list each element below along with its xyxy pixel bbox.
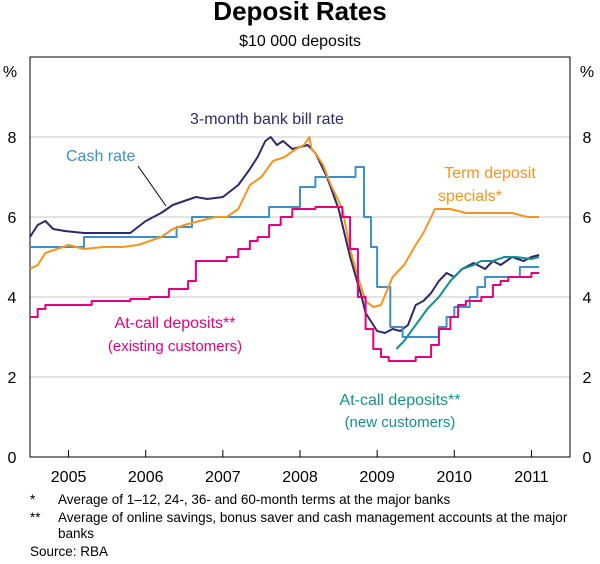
x-tick-label-2010: 2010 bbox=[436, 469, 472, 486]
footnote-1-text: Average of 1–12, 24-, 36- and 60-month t… bbox=[58, 492, 451, 507]
chart-subtitle: $10 000 deposits bbox=[239, 33, 361, 50]
y-tick-labels-left: 0 2 4 6 8 bbox=[8, 130, 17, 467]
footnote-2-mark: ** bbox=[30, 510, 41, 525]
label-at-call-existing-line2: (existing customers) bbox=[108, 338, 242, 355]
x-tick-label-2007: 2007 bbox=[205, 469, 241, 486]
y-tick-label-left-4: 4 bbox=[8, 290, 17, 307]
x-tick-label-2008: 2008 bbox=[282, 469, 318, 486]
x-tick-labels: 2005 2006 2007 2008 2009 2010 2011 bbox=[51, 469, 549, 486]
y-tick-label-right-2: 2 bbox=[583, 370, 592, 387]
y-tick-label-left-0: 0 bbox=[8, 450, 17, 467]
x-tick-label-2005: 2005 bbox=[51, 469, 87, 486]
y-tick-label-left-8: 8 bbox=[8, 130, 17, 147]
series-line-2 bbox=[29, 136, 540, 308]
footnote-1-mark: * bbox=[30, 492, 36, 507]
label-cash-rate: Cash rate bbox=[66, 148, 135, 165]
label-at-call-new-line2: (new customers) bbox=[345, 414, 456, 431]
axis-ticks bbox=[68, 450, 532, 457]
footnote-2-text: Average of online savings, bonus saver a… bbox=[58, 510, 568, 541]
label-at-call-existing-line1: At-call deposits** bbox=[115, 315, 236, 332]
y-tick-label-right-0: 0 bbox=[583, 450, 592, 467]
y-axis-unit-right: % bbox=[580, 64, 594, 81]
gridlines bbox=[30, 136, 570, 378]
y-tick-label-right-8: 8 bbox=[583, 130, 592, 147]
cash-rate-leader-line bbox=[137, 165, 167, 207]
y-tick-label-right-6: 6 bbox=[583, 210, 592, 227]
y-tick-labels-right: 0 2 4 6 8 bbox=[583, 130, 592, 467]
label-term-deposit-line1: Term deposit bbox=[444, 165, 536, 182]
series-line-4 bbox=[395, 256, 540, 350]
label-at-call-new-line1: At-call deposits** bbox=[340, 392, 461, 409]
series-lines bbox=[29, 136, 540, 362]
x-tick-label-2006: 2006 bbox=[128, 469, 164, 486]
y-tick-label-right-4: 4 bbox=[583, 290, 592, 307]
label-bank-bill-rate: 3-month bank bill rate bbox=[190, 111, 344, 128]
source-note: Source: RBA bbox=[30, 544, 109, 559]
deposit-rates-chart: Deposit Rates $10 000 deposits % % 0 2 4 6 8… bbox=[3, 0, 594, 486]
label-term-deposit-line2: specials* bbox=[438, 188, 502, 205]
x-tick-label-2009: 2009 bbox=[359, 469, 395, 486]
series-line-3 bbox=[30, 206, 540, 362]
y-axis-unit-left: % bbox=[3, 64, 17, 81]
series-line-1 bbox=[30, 166, 540, 338]
chart-title: Deposit Rates bbox=[213, 0, 386, 26]
x-tick-label-2011: 2011 bbox=[514, 469, 549, 486]
y-tick-label-left-6: 6 bbox=[8, 210, 17, 227]
y-tick-label-left-2: 2 bbox=[8, 370, 17, 387]
